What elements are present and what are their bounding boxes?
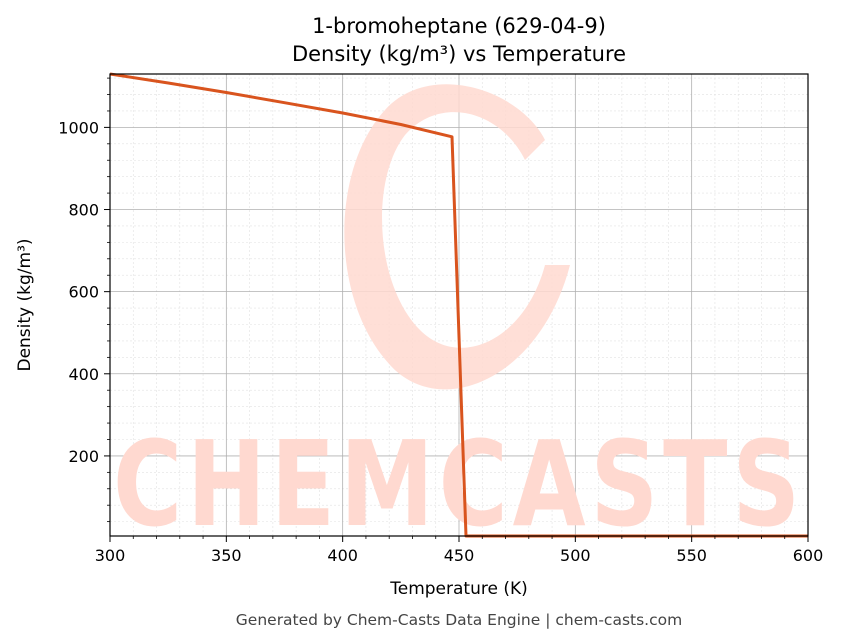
y-tick-label: 1000: [58, 118, 99, 137]
watermark: CHEMCASTS: [113, 84, 805, 553]
watermark-text: CHEMCASTS: [113, 415, 805, 553]
y-axis: 200 400 600 800 1000: [58, 77, 110, 523]
y-tick-label: 400: [68, 365, 99, 384]
x-axis: 300 350 400 450 500 550 600: [95, 536, 824, 565]
x-axis-label: Temperature (K): [389, 579, 528, 599]
x-tick-label: 600: [793, 546, 824, 565]
y-tick-label: 600: [68, 283, 99, 302]
density-series-line: [109, 72, 808, 538]
y-axis-label: Density (kg/m³): [15, 238, 35, 371]
x-tick-label: 350: [211, 546, 242, 565]
x-tick-label: 550: [676, 546, 707, 565]
watermark-logo-ring: [344, 84, 570, 390]
footer-credit: Generated by Chem-Casts Data Engine | ch…: [236, 611, 682, 629]
x-tick-label: 300: [95, 546, 126, 565]
x-tick-label: 450: [444, 546, 475, 565]
x-tick-label: 500: [560, 546, 591, 565]
x-tick-label: 400: [327, 546, 358, 565]
chart-subtitle: Density (kg/m³) vs Temperature: [292, 42, 626, 66]
y-tick-label: 200: [68, 447, 99, 466]
chart-title: 1-bromoheptane (629-04-9): [312, 14, 606, 38]
y-tick-label: 800: [68, 201, 99, 220]
